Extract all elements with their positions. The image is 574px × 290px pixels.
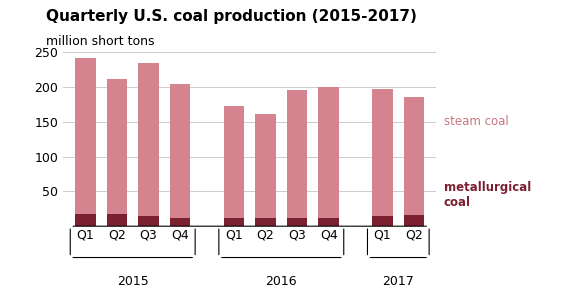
Bar <box>319 218 339 226</box>
Bar <box>404 215 424 226</box>
Text: million short tons: million short tons <box>46 35 154 48</box>
Text: 2015: 2015 <box>117 275 149 288</box>
Bar <box>75 214 95 226</box>
Text: Quarterly U.S. coal production (2015-2017): Quarterly U.S. coal production (2015-201… <box>46 9 417 24</box>
Bar <box>319 87 339 218</box>
Bar <box>75 59 95 214</box>
Bar <box>224 218 244 226</box>
Bar <box>138 216 159 226</box>
Bar <box>255 218 276 226</box>
Bar <box>372 89 393 216</box>
Text: steam coal: steam coal <box>444 115 509 128</box>
Bar <box>170 218 191 226</box>
Bar <box>404 97 424 215</box>
Text: 2016: 2016 <box>266 275 297 288</box>
Bar <box>287 218 308 226</box>
Text: metallurgical
coal: metallurgical coal <box>444 181 531 209</box>
Bar <box>255 114 276 218</box>
Bar <box>224 106 244 218</box>
Bar <box>138 63 159 216</box>
Bar <box>287 90 308 218</box>
Bar <box>170 84 191 218</box>
Bar <box>107 79 127 214</box>
Bar <box>372 216 393 226</box>
Text: 2017: 2017 <box>382 275 414 288</box>
Bar <box>107 214 127 226</box>
